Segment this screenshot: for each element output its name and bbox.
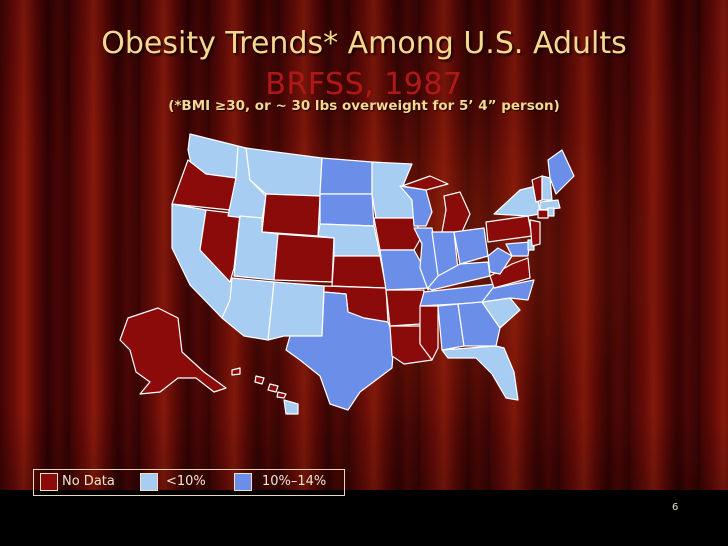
- legend-swatch-under-10: [140, 473, 158, 491]
- state-south-dakota: [319, 193, 375, 227]
- legend-label-10-to-14: 10%–14%: [262, 474, 327, 489]
- state-new-york: [493, 185, 541, 217]
- legend-swatch-no-data: [40, 473, 58, 491]
- legend-swatch-10-to-14: [234, 473, 252, 491]
- state-iowa: [373, 217, 423, 251]
- state-rhode-island: [547, 207, 555, 217]
- legend-label-no-data: No Data: [62, 474, 115, 489]
- state-wyoming: [261, 193, 321, 237]
- state-maryland: [505, 241, 531, 257]
- state-new-jersey: [529, 219, 541, 247]
- state-virginia: [489, 257, 531, 289]
- page-subtitle: BRFSS, 1987: [265, 67, 463, 102]
- state-arkansas: [385, 289, 425, 327]
- state-texas: [285, 291, 395, 411]
- stage-floor: [0, 490, 728, 546]
- map-legend: No Data <10% 10%–14%: [33, 469, 345, 496]
- state-pennsylvania: [485, 215, 533, 243]
- state-maine: [547, 149, 575, 195]
- state-colorado: [273, 233, 335, 283]
- state-hawaii: [231, 367, 299, 415]
- state-west-virginia: [487, 247, 513, 275]
- state-florida: [441, 345, 519, 401]
- state-kentucky: [427, 261, 491, 291]
- state-alaska: [119, 307, 227, 395]
- legend-label-under-10: <10%: [166, 474, 206, 489]
- page-number: 6: [672, 502, 679, 513]
- state-connecticut: [537, 209, 549, 219]
- state-michigan-up: [401, 175, 449, 191]
- state-north-dakota: [319, 157, 373, 195]
- state-mississippi: [419, 305, 439, 361]
- bmi-footnote: (*BMI ≥30, or ~ 30 lbs overweight for 5’…: [168, 98, 560, 114]
- state-michigan: [441, 191, 471, 233]
- state-new-hampshire: [541, 175, 553, 201]
- page-title: Obesity Trends* Among U.S. Adults: [101, 26, 627, 61]
- state-kansas: [331, 255, 387, 289]
- state-new-mexico: [267, 281, 325, 341]
- state-massachusetts: [539, 199, 561, 211]
- state-ohio: [453, 227, 489, 265]
